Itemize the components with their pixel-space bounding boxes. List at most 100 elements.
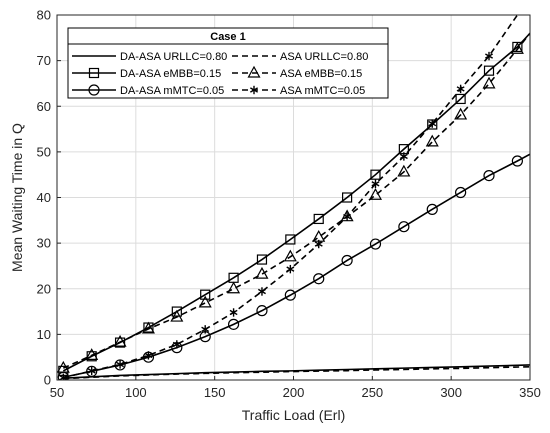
series-line — [63, 365, 530, 380]
legend-label: DA-ASA mMTC=0.05 — [120, 85, 224, 97]
marker-asterisk-stroke — [456, 86, 465, 92]
legend-item: DA-ASA URLLC=0.80 — [72, 51, 227, 63]
marker-triangle — [425, 134, 439, 147]
marker-asterisk — [314, 239, 323, 249]
marker-asterisk — [485, 51, 493, 61]
series-layer — [57, 15, 530, 380]
marker-triangle — [227, 281, 241, 294]
marker-asterisk — [286, 264, 295, 274]
y-tick-label: 70 — [37, 53, 51, 68]
marker-asterisk — [428, 119, 437, 128]
marker-circle — [511, 155, 523, 167]
series-1 — [63, 365, 530, 380]
marker-square — [342, 192, 353, 203]
marker-triangle — [255, 266, 269, 279]
y-tick-label: 50 — [37, 144, 51, 159]
y-tick-label: 60 — [37, 99, 51, 114]
marker-square — [313, 213, 324, 225]
marker-triangle — [454, 107, 468, 120]
marker-asterisk-stroke — [428, 120, 437, 127]
legend-box — [67, 27, 389, 99]
marker-asterisk-stroke — [201, 326, 210, 333]
y-axis-title: Mean Waiting Time in Q — [9, 123, 25, 272]
x-tick-label: 100 — [125, 385, 147, 400]
marker-asterisk — [229, 308, 238, 317]
marker-asterisk-stroke — [172, 341, 181, 348]
marker-square — [88, 67, 100, 79]
marker-asterisk-stroke — [59, 375, 68, 380]
x-tick-label: 200 — [283, 385, 305, 400]
legend-label: DA-ASA URLLC=0.80 — [120, 51, 227, 63]
marker-triangle — [510, 41, 524, 54]
marker-circle — [313, 273, 325, 285]
marker-asterisk — [116, 360, 125, 369]
marker-triangle — [85, 348, 99, 360]
marker-asterisk — [257, 287, 266, 296]
marker-asterisk — [250, 85, 258, 95]
marker-square — [285, 234, 296, 245]
marker-asterisk-stroke — [371, 181, 380, 187]
marker-asterisk — [201, 325, 210, 334]
marker-triangle — [482, 76, 496, 89]
legend-title: Case 1 — [210, 31, 245, 43]
marker-circle — [256, 305, 268, 317]
x-tick-label: 50 — [50, 385, 64, 400]
marker-triangle — [397, 164, 411, 177]
legend-label: ASA mMTC=0.05 — [280, 85, 365, 97]
y-tick-label: 20 — [37, 281, 51, 296]
marker-square — [370, 169, 381, 180]
x-tick-label: 350 — [519, 385, 541, 400]
y-tick-label: 10 — [37, 327, 51, 342]
marker-asterisk — [399, 152, 408, 161]
series-line — [62, 32, 530, 369]
marker-asterisk — [456, 84, 465, 94]
marker-asterisk-stroke — [144, 352, 153, 359]
marker-asterisk-stroke — [314, 241, 323, 247]
marker-asterisk-stroke — [399, 153, 408, 160]
marker-asterisk — [371, 179, 380, 189]
marker-asterisk — [144, 351, 153, 360]
marker-asterisk-stroke — [485, 53, 493, 59]
legend-item: ASA mMTC=0.05 — [232, 85, 365, 97]
marker-asterisk-stroke — [257, 288, 266, 295]
marker-triangle — [247, 65, 261, 78]
axis-ticks: 50 100 150 200 250 300 350 0 10 20 30 40 50 60 70 80 — [37, 8, 541, 401]
y-tick-label: 40 — [37, 190, 51, 205]
marker-triangle — [170, 309, 184, 322]
marker-square — [171, 306, 182, 317]
marker-square — [483, 65, 495, 76]
marker-triangle — [113, 334, 127, 347]
x-tick-label: 300 — [440, 385, 462, 400]
x-axis-title: Traffic Load (Erl) — [242, 407, 345, 423]
legend-item: DA-ASA eMBB=0.15 — [72, 67, 221, 80]
marker-circle — [88, 84, 100, 96]
marker-asterisk-stroke — [87, 368, 96, 374]
marker-circle — [341, 254, 353, 267]
marker-triangle — [198, 295, 212, 308]
marker-circle — [398, 221, 410, 233]
legend-item: ASA URLLC=0.80 — [232, 51, 368, 63]
marker-triangle — [141, 321, 155, 334]
legend-item: DA-ASA mMTC=0.05 — [72, 84, 224, 97]
marker-square — [86, 351, 97, 362]
legend-label: ASA eMBB=0.15 — [280, 68, 362, 80]
legend-label: DA-ASA eMBB=0.15 — [120, 68, 221, 80]
marker-square — [455, 93, 466, 105]
series-4 — [57, 153, 530, 380]
marker-square — [200, 289, 211, 300]
marker-asterisk-stroke — [250, 87, 258, 93]
marker-triangle — [368, 187, 383, 200]
y-tick-label: 30 — [37, 236, 51, 251]
marker-asterisk — [343, 212, 352, 221]
marker-asterisk-stroke — [343, 213, 352, 220]
legend-item: ASA eMBB=0.15 — [232, 65, 362, 80]
marker-asterisk-stroke — [286, 266, 295, 272]
marker-triangle — [283, 249, 297, 262]
legend: Case 1 DA-ASA URLLC=0.80 ASA URLLC=0.80 DA-… — [67, 27, 389, 99]
y-tick-label: 80 — [37, 8, 51, 23]
marker-asterisk — [59, 373, 68, 380]
marker-asterisk-stroke — [229, 309, 238, 316]
marker-circle — [369, 238, 382, 250]
marker-asterisk-stroke — [116, 361, 125, 368]
x-tick-label: 150 — [204, 385, 226, 400]
